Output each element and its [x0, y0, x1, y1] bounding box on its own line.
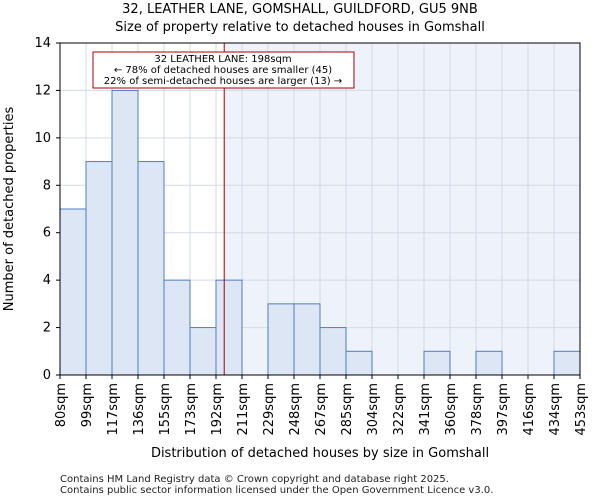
- x-tick-label: 397sqm: [496, 383, 511, 436]
- x-tick-label: 229sqm: [262, 383, 277, 436]
- x-axis: 80sqm 99sqm 117sqm 136sqm 155sqm 173sqm 192sqm…: [54, 375, 589, 436]
- x-tick-label: 378sqm: [470, 383, 485, 436]
- bar-434sqm: [553, 350, 581, 376]
- bar-248sqm: [293, 303, 321, 376]
- x-tick-label: 360sqm: [444, 383, 459, 436]
- y-tick-label: 4: [43, 273, 51, 288]
- x-tick-label: 192sqm: [210, 383, 225, 436]
- y-tick-label: 2: [43, 321, 51, 336]
- bar-117sqm: [111, 89, 139, 376]
- chart-title-line2: Size of property relative to detached ho…: [115, 20, 485, 35]
- y-tick-label: 12: [34, 83, 51, 98]
- x-tick-label: 416sqm: [522, 383, 537, 436]
- y-axis-label: Number of detached properties: [2, 107, 17, 312]
- x-tick-label: 117sqm: [106, 383, 121, 436]
- x-tick-label: 453sqm: [574, 383, 589, 436]
- bar-155sqm: [163, 279, 191, 376]
- chart-title-line1: 32, LEATHER LANE, GOMSHALL, GUILDFORD, G…: [122, 2, 478, 17]
- bar-173sqm: [189, 327, 217, 376]
- x-tick-label: 136sqm: [132, 383, 147, 436]
- x-tick-label: 434sqm: [548, 383, 563, 436]
- x-tick-label: 155sqm: [158, 383, 173, 436]
- bar-80sqm: [59, 208, 87, 376]
- footer-line2: Contains public sector information licen…: [60, 485, 494, 496]
- y-tick-label: 14: [34, 36, 51, 51]
- annotation-line1: 32 LEATHER LANE: 198sqm: [154, 54, 291, 65]
- bar-378sqm: [475, 350, 503, 376]
- x-tick-label: 304sqm: [366, 383, 381, 436]
- x-tick-label: 322sqm: [392, 383, 407, 436]
- annotation-box: [92, 51, 355, 89]
- bar-229sqm: [267, 303, 295, 376]
- y-tick-label: 6: [43, 226, 51, 241]
- bar-136sqm: [137, 161, 165, 376]
- bar-192sqm: [215, 279, 243, 376]
- y-tick-label: 10: [34, 131, 51, 146]
- y-tick-label: 8: [43, 178, 51, 193]
- x-tick-label: 341sqm: [418, 383, 433, 436]
- footer-line1: Contains HM Land Registry data © Crown c…: [60, 474, 449, 485]
- x-tick-label: 173sqm: [184, 383, 199, 436]
- x-tick-label: 267sqm: [314, 383, 329, 436]
- bar-341sqm: [423, 350, 451, 376]
- annotation-line3: 22% of semi-detached houses are larger (…: [104, 76, 342, 87]
- bars: [59, 89, 581, 376]
- x-tick-label: 80sqm: [54, 383, 69, 427]
- y-tick-label: 0: [43, 368, 51, 383]
- bar-285sqm: [345, 350, 373, 376]
- x-tick-label: 211sqm: [236, 383, 251, 436]
- bar-267sqm: [319, 327, 347, 376]
- y-axis: 0 2 4 6 8 10 12 14: [34, 36, 60, 383]
- x-tick-label: 99sqm: [80, 383, 95, 427]
- bar-99sqm: [85, 161, 113, 376]
- x-tick-label: 285sqm: [340, 383, 355, 436]
- x-axis-label: Distribution of detached houses by size …: [151, 446, 489, 461]
- x-tick-label: 248sqm: [288, 383, 303, 436]
- annotation-line2: ← 78% of detached houses are smaller (45…: [114, 65, 332, 76]
